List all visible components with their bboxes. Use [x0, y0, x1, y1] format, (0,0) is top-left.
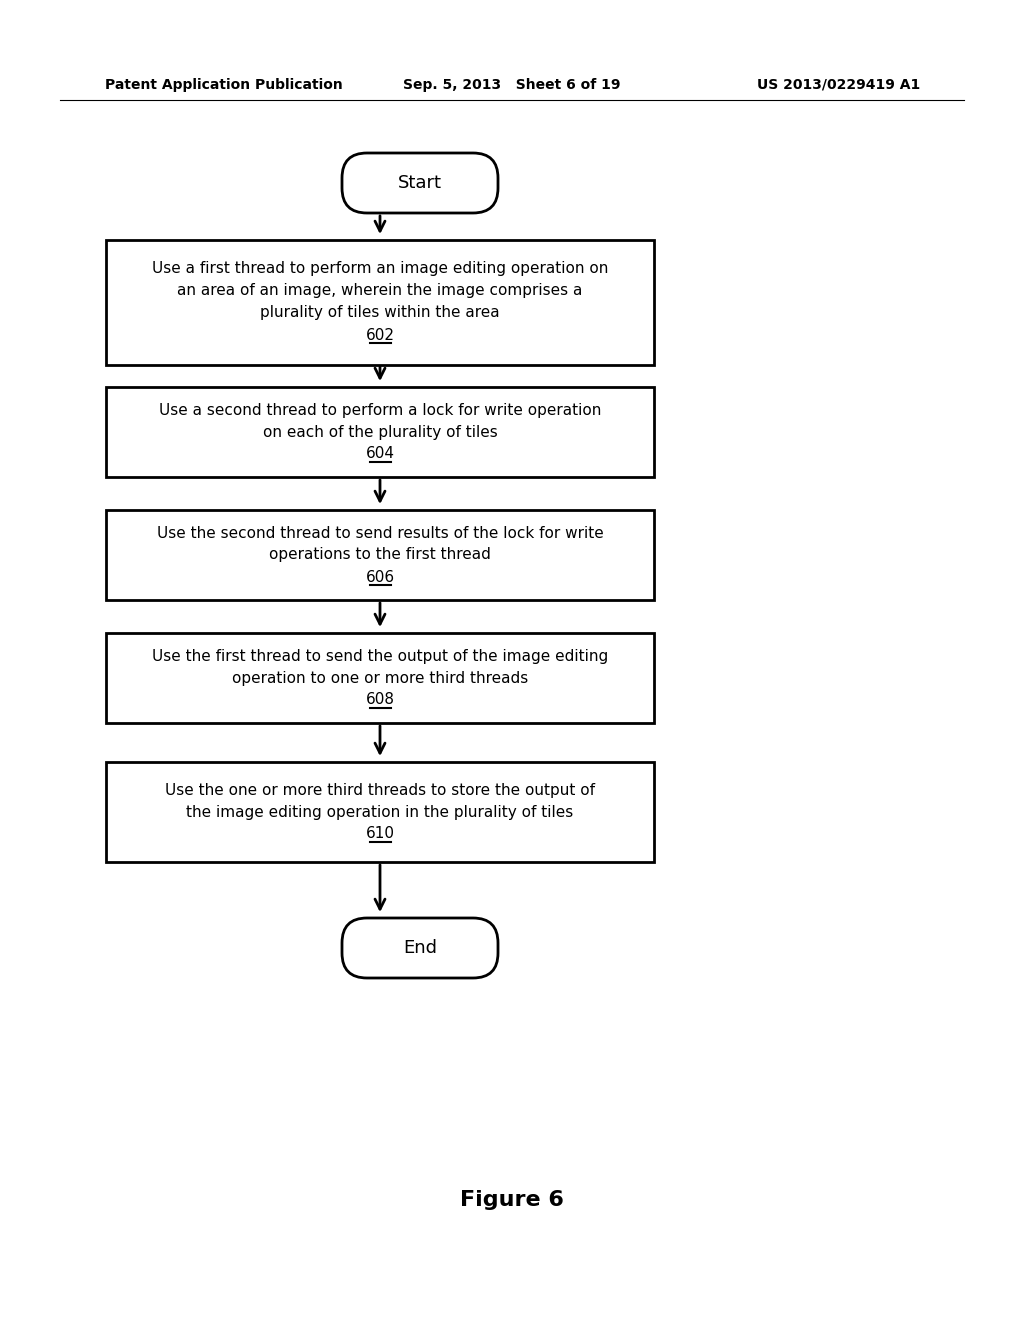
Bar	[106, 239, 654, 364]
Text: Figure 6: Figure 6	[460, 1191, 564, 1210]
Text: operations to the first thread: operations to the first thread	[269, 548, 490, 562]
FancyBboxPatch shape	[342, 153, 498, 213]
Text: 608: 608	[366, 693, 394, 708]
Text: End: End	[403, 939, 437, 957]
Text: Use a second thread to perform a lock for write operation: Use a second thread to perform a lock fo…	[159, 403, 601, 417]
Bar	[106, 762, 654, 862]
Text: Use the first thread to send the output of the image editing: Use the first thread to send the output …	[152, 648, 608, 664]
Text: on each of the plurality of tiles: on each of the plurality of tiles	[262, 425, 498, 440]
Text: plurality of tiles within the area: plurality of tiles within the area	[260, 305, 500, 321]
Text: 610: 610	[366, 826, 394, 842]
Text: Use the one or more third threads to store the output of: Use the one or more third threads to sto…	[165, 783, 595, 797]
Text: Patent Application Publication: Patent Application Publication	[105, 78, 343, 92]
Bar	[106, 510, 654, 601]
Text: operation to one or more third threads: operation to one or more third threads	[231, 671, 528, 685]
Bar	[106, 634, 654, 723]
Text: Sep. 5, 2013   Sheet 6 of 19: Sep. 5, 2013 Sheet 6 of 19	[403, 78, 621, 92]
Text: the image editing operation in the plurality of tiles: the image editing operation in the plura…	[186, 804, 573, 820]
FancyBboxPatch shape	[342, 917, 498, 978]
Text: Use the second thread to send results of the lock for write: Use the second thread to send results of…	[157, 525, 603, 540]
Text: 606: 606	[366, 569, 394, 585]
Text: Use a first thread to perform an image editing operation on: Use a first thread to perform an image e…	[152, 261, 608, 276]
Text: US 2013/0229419 A1: US 2013/0229419 A1	[757, 78, 920, 92]
Text: Start: Start	[398, 174, 442, 191]
Text: 602: 602	[366, 327, 394, 342]
Text: an area of an image, wherein the image comprises a: an area of an image, wherein the image c…	[177, 284, 583, 298]
Text: 604: 604	[366, 446, 394, 462]
Bar	[106, 387, 654, 477]
